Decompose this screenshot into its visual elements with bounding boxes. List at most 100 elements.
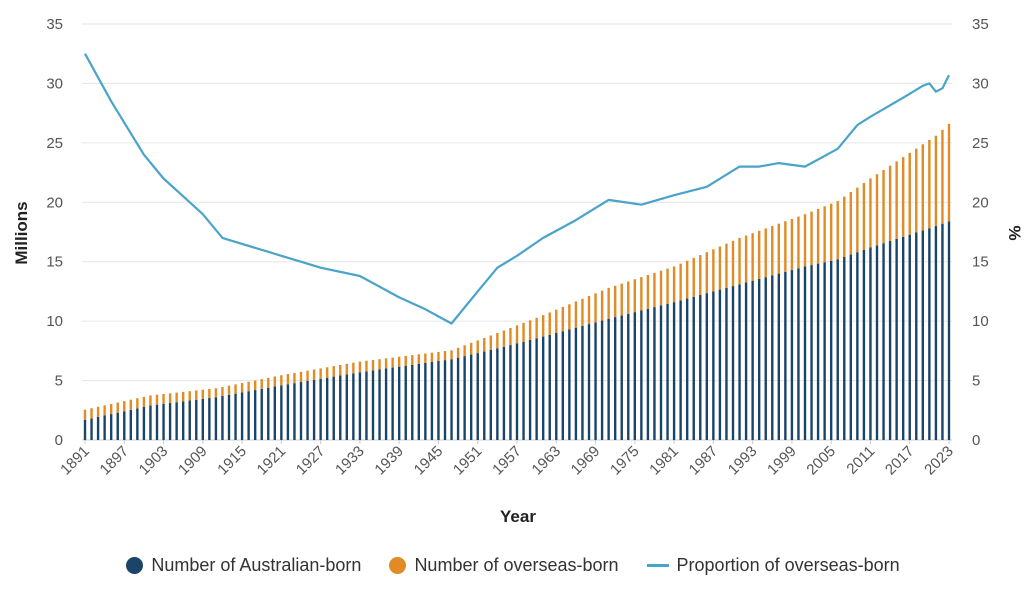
- bar-australian-born: [332, 376, 335, 440]
- bar-australian-born: [123, 411, 126, 440]
- bar-overseas-born: [646, 275, 650, 309]
- y-right-tick-label: 0: [972, 432, 980, 449]
- bar-overseas-born: [371, 359, 375, 371]
- bar-australian-born: [384, 368, 388, 440]
- bar-overseas-born: [299, 371, 303, 383]
- bar-australian-born: [613, 317, 617, 440]
- bar-overseas-born: [391, 357, 394, 368]
- bar-australian-born: [502, 346, 506, 440]
- bar-australian-born: [541, 336, 545, 440]
- bar-australian-born: [299, 382, 303, 440]
- bar-australian-born: [168, 403, 172, 440]
- bar-australian-born: [633, 312, 637, 440]
- bar-overseas-born: [869, 178, 872, 248]
- bar-australian-born: [358, 372, 362, 440]
- bar-overseas-born: [528, 320, 532, 340]
- bar-australian-born: [941, 223, 944, 440]
- bar-overseas-born: [829, 203, 833, 261]
- bar-australian-born: [450, 359, 453, 440]
- y-left-tick-label: 15: [46, 254, 63, 271]
- bar-australian-born: [443, 360, 447, 440]
- bar-australian-born: [823, 262, 826, 440]
- bar-australian-born: [286, 384, 290, 440]
- y-left-tick-label: 20: [46, 194, 63, 211]
- legend-item-overseas-born[interactable]: Number of overseas-born: [389, 555, 619, 576]
- bar-overseas-born: [541, 315, 545, 337]
- bar-australian-born: [568, 329, 571, 440]
- bar-australian-born: [437, 361, 440, 440]
- x-tick-label: 1903: [136, 443, 172, 479]
- bar-overseas-born: [535, 317, 538, 339]
- bar-overseas-born: [240, 383, 244, 393]
- bar-australian-born: [797, 268, 800, 440]
- bar-overseas-born: [325, 367, 329, 378]
- bar-overseas-born: [882, 169, 885, 244]
- bar-australian-born: [214, 397, 218, 440]
- x-tick-label: 1897: [97, 443, 133, 479]
- bar-australian-born: [640, 310, 643, 440]
- bar-series: [83, 123, 951, 440]
- bar-australian-born: [424, 362, 427, 440]
- bar-overseas-born: [149, 395, 152, 406]
- bar-australian-born: [417, 363, 421, 440]
- bar-overseas-born: [450, 350, 453, 360]
- bar-overseas-born: [456, 347, 460, 358]
- bar-overseas-born: [509, 327, 512, 346]
- legend-label-australian-born: Number of Australian-born: [151, 554, 362, 575]
- bar-overseas-born: [581, 298, 584, 326]
- bar-australian-born: [535, 338, 538, 440]
- bar-australian-born: [430, 361, 434, 440]
- bar-australian-born: [843, 256, 846, 440]
- bar-australian-born: [784, 271, 787, 440]
- legend-item-proportion-overseas-born[interactable]: Proportion of overseas-born: [646, 555, 900, 576]
- y-right-tick-label: 5: [972, 373, 980, 390]
- bar-overseas-born: [901, 157, 905, 237]
- bar-overseas-born: [548, 312, 551, 335]
- bar-australian-born: [810, 265, 813, 440]
- bar-overseas-born: [443, 351, 447, 361]
- bar-australian-born: [352, 373, 355, 440]
- y-right-tick-label: 10: [972, 313, 989, 330]
- bar-australian-born: [777, 273, 781, 440]
- bar-overseas-born: [430, 352, 434, 362]
- bar-overseas-born: [574, 301, 578, 328]
- bar-overseas-born: [142, 396, 146, 407]
- bar-overseas-born: [856, 187, 859, 253]
- bar-overseas-born: [345, 363, 349, 375]
- bar-overseas-born: [659, 270, 663, 306]
- bar-australian-born: [195, 399, 198, 440]
- bar-overseas-born: [496, 333, 499, 349]
- bar-overseas-born: [941, 129, 944, 224]
- bar-australian-born: [869, 247, 872, 440]
- bar-australian-born: [934, 226, 938, 440]
- bar-overseas-born: [404, 355, 407, 366]
- bar-australian-born: [587, 324, 591, 440]
- legend-item-australian-born[interactable]: Number of Australian-born: [126, 555, 361, 576]
- bar-overseas-born: [568, 304, 571, 330]
- bar-australian-born: [103, 415, 106, 440]
- bar-overseas-born: [653, 272, 656, 308]
- bar-overseas-born: [253, 380, 257, 391]
- bar-overseas-born: [836, 201, 839, 260]
- bar-overseas-born: [947, 123, 951, 222]
- bar-overseas-born: [181, 391, 185, 402]
- bar-australian-born: [875, 245, 879, 440]
- bar-australian-born: [325, 377, 329, 440]
- bar-overseas-born: [162, 394, 165, 404]
- bar-australian-born: [378, 369, 381, 440]
- bar-australian-born: [293, 383, 296, 440]
- bar-overseas-born: [725, 243, 728, 288]
- bar-overseas-born: [777, 223, 781, 274]
- bar-australian-born: [679, 300, 682, 440]
- y-left-tick-label: 30: [46, 75, 63, 92]
- y-left-tick-label: 5: [55, 373, 63, 390]
- bar-overseas-born: [928, 140, 931, 229]
- bar-australian-born: [109, 414, 113, 440]
- bar-overseas-born: [247, 381, 250, 392]
- bar-australian-born: [247, 391, 250, 440]
- bar-overseas-born: [613, 285, 617, 318]
- bar-overseas-born: [358, 361, 362, 373]
- y-axis-right-title: %: [1005, 225, 1024, 240]
- bar-australian-born: [771, 275, 774, 440]
- bar-australian-born: [882, 243, 885, 440]
